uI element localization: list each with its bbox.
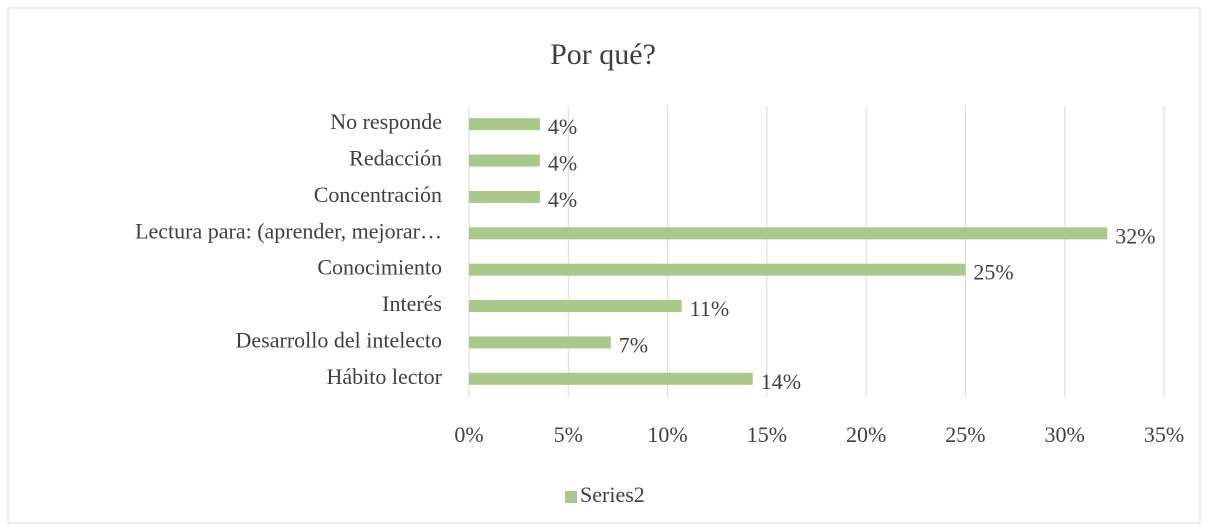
y-tick-label: Hábito lector [327,364,443,389]
data-label: 4% [548,187,577,212]
y-tick-label: Interés [382,291,442,316]
data-label: 4% [548,151,577,176]
bar [469,190,540,203]
chart-title: Por qué? [550,38,656,71]
x-tick-label: 10% [647,422,687,447]
bar [469,227,1108,240]
data-label: 14% [761,369,801,394]
data-label: 32% [1115,223,1155,248]
bar [469,154,540,167]
data-label: 7% [619,332,648,357]
data-label: 4% [548,114,577,139]
y-tick-label: Lectura para: (aprender, mejorar… [135,218,442,243]
x-tick-label: 35% [1144,422,1184,447]
bar [469,336,611,349]
y-tick-label: No responde [330,109,442,134]
y-tick-label: Redacción [349,146,442,171]
x-tick-label: 0% [454,422,483,447]
data-label: 25% [973,260,1013,285]
bar [469,372,753,385]
legend-swatch [565,491,577,503]
bar [469,263,966,276]
x-tick-label: 25% [945,422,985,447]
x-tick-label: 5% [554,422,583,447]
x-tick-label: 15% [747,422,787,447]
x-tick-label: 30% [1045,422,1085,447]
y-tick-label: Concentración [314,182,442,207]
y-tick-label: Desarrollo del intelecto [236,327,442,352]
data-label: 11% [690,296,730,321]
bar [469,300,682,313]
legend-label: Series2 [580,482,645,507]
bar [469,118,540,131]
x-tick-label: 20% [846,422,886,447]
y-tick-label: Conocimiento [317,255,442,280]
